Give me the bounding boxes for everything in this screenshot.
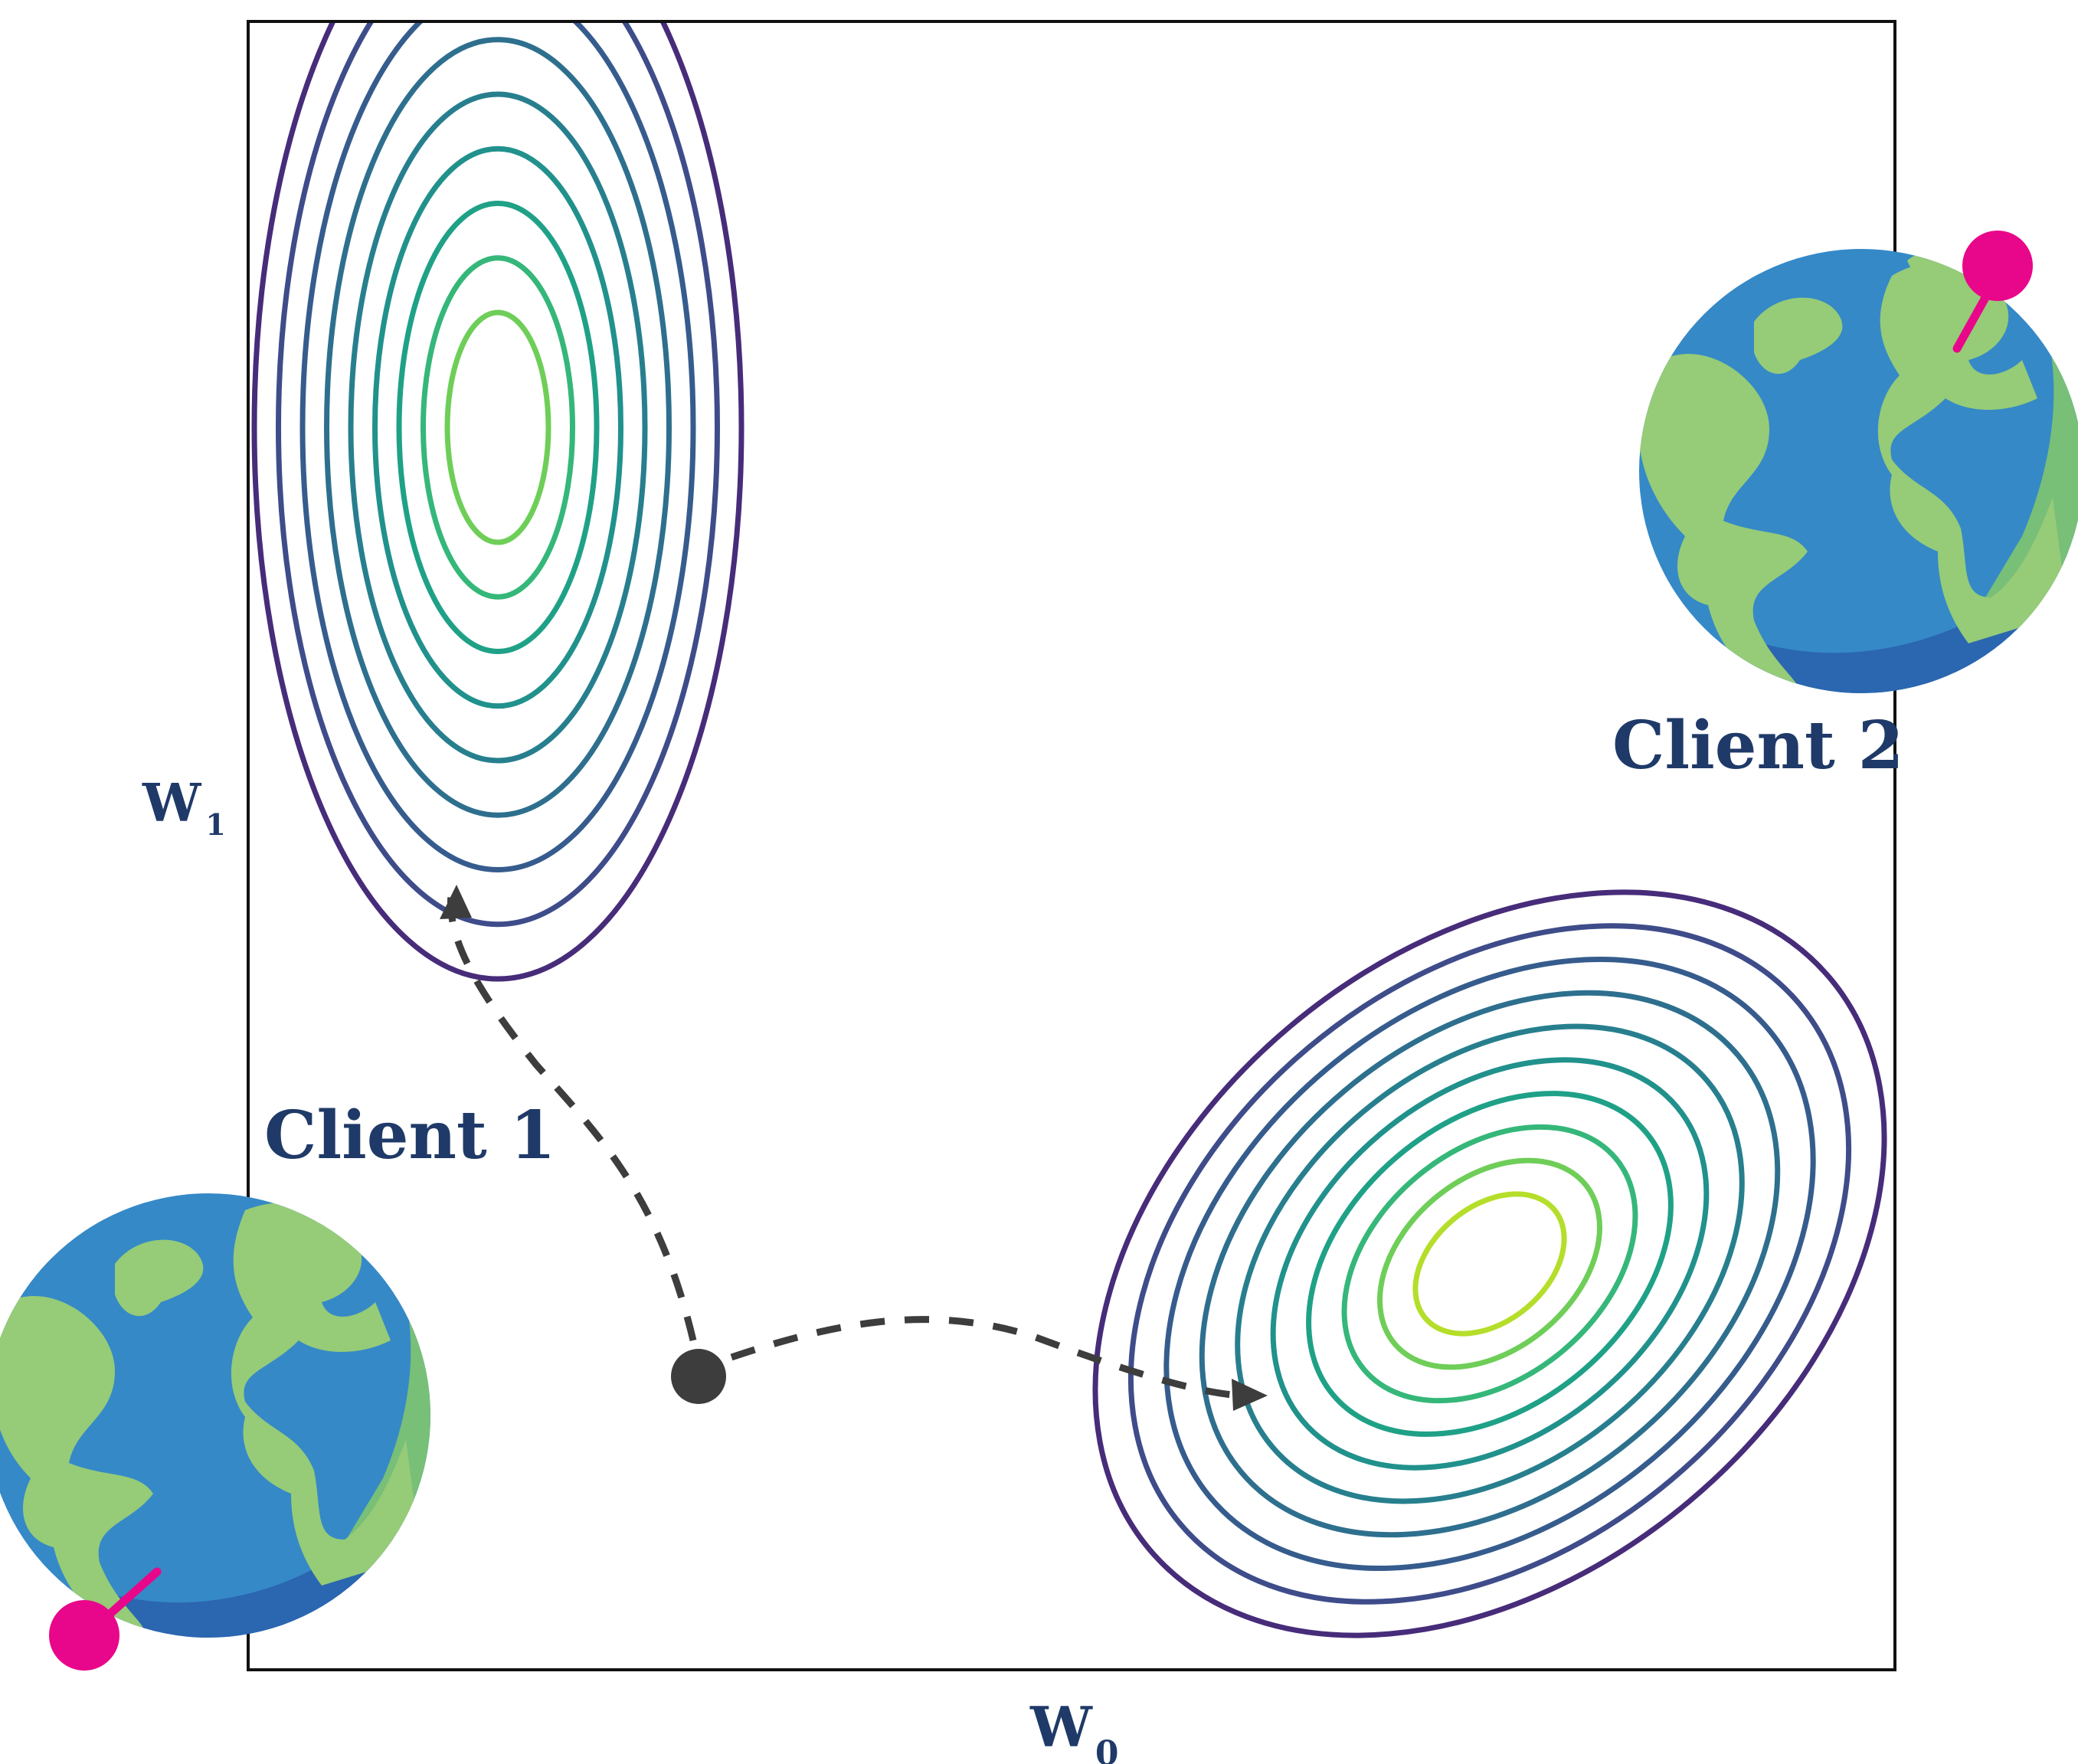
arrowhead-icon [440,885,472,919]
contour-level [421,255,575,600]
path-to-client-2-optimum [730,1316,1242,1399]
globe-icon [0,1193,430,1638]
client-1-label: Client 1 [264,1097,556,1174]
path-to-client-1-optimum [447,888,697,1342]
globe-icon [1639,249,2078,693]
contour-level [299,21,696,872]
x-axis-subscript: 0 [1095,1734,1119,1764]
contour-level [1376,1157,1603,1370]
contour-level [1199,990,1781,1538]
contour-level [348,91,648,764]
start-point-icon [671,1349,726,1404]
contour-level [1412,1191,1567,1337]
arrowhead-icon [1232,1379,1268,1411]
contour-level [251,21,744,982]
location-pin-icon [1952,231,2033,353]
contour-level [1092,889,1887,1638]
x-axis-symbol: W [1029,1694,1093,1759]
contour-level [1306,1091,1674,1437]
contour-level [1163,957,1816,1571]
y-axis-subscript: 1 [205,807,225,842]
y-axis-symbol: W [142,773,202,834]
contour-level [1127,923,1852,1605]
location-pin-icon [49,1567,162,1671]
client-2-loss-contours [1092,889,1887,1638]
contour-level [324,37,672,818]
client-1-loss-contours [251,21,744,982]
client-2-label: Client 2 [1612,707,1904,784]
contour-level [276,21,720,928]
contour-level [396,201,600,654]
contour-level [444,309,551,545]
contour-level [1235,1023,1745,1504]
contour-level [1341,1124,1638,1404]
update-paths [447,888,1242,1399]
contour-level [1270,1057,1710,1471]
contour-level [372,146,623,709]
x-axis-label: W0 [1029,1694,1118,1764]
plot-frame [247,20,1896,1671]
